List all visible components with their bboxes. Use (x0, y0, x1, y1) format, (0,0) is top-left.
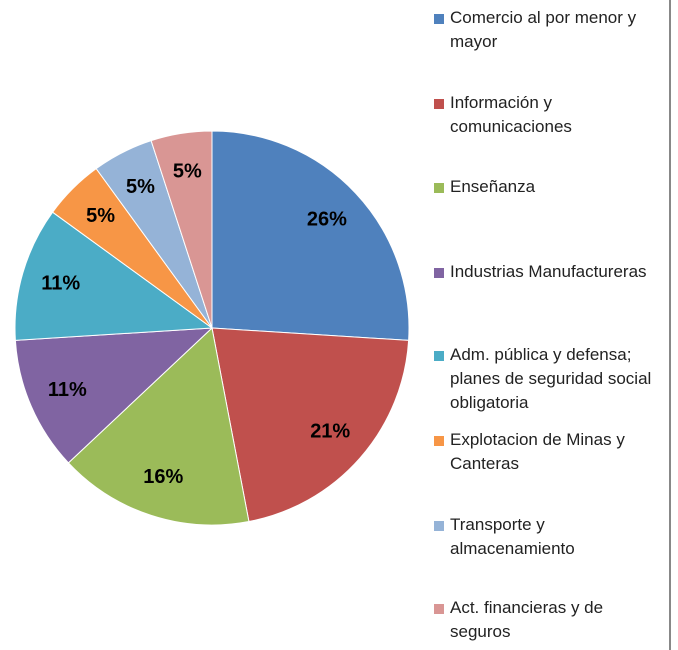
legend-label: Información y comunicaciones (450, 93, 572, 136)
data-label: 21% (310, 421, 350, 443)
pie-slice (14, 327, 214, 464)
legend-label: Enseñanza (450, 177, 536, 196)
pie-slice (211, 130, 410, 341)
legend-swatch (434, 604, 444, 614)
legend-label: Transporte y almacenamiento (450, 515, 575, 558)
legend-swatch (434, 183, 444, 193)
data-label: 5% (126, 176, 155, 198)
legend-swatch (434, 351, 444, 361)
data-label: 5% (86, 205, 115, 227)
legend-label: Industrias Manufactureras (450, 262, 647, 281)
data-label: 11% (48, 379, 87, 401)
pie-slice (67, 327, 250, 526)
pie-area: 26% 21% 16% 11% 11% 5% 5% 5% (14, 130, 410, 526)
data-label: 5% (173, 161, 202, 183)
pie-slice (211, 327, 410, 523)
data-label: 26% (307, 208, 347, 230)
legend-swatch (434, 14, 444, 24)
legend-label: Adm. pública y defensa; planes de seguri… (450, 345, 652, 412)
legend-swatch (434, 521, 444, 531)
pie-slice (14, 211, 214, 341)
legend-swatch (434, 268, 444, 278)
pie-slice (150, 130, 213, 329)
data-label: 11% (41, 272, 80, 294)
legend-swatch (434, 99, 444, 109)
frame-edge (669, 0, 671, 650)
legend-label: Act. financieras y de seguros (450, 598, 604, 641)
legend-swatch (434, 436, 444, 446)
legend-label: Explotacion de Minas y Canteras (450, 430, 625, 473)
legend-label: Comercio al por menor y mayor (450, 8, 637, 51)
data-label: 16% (143, 466, 183, 488)
